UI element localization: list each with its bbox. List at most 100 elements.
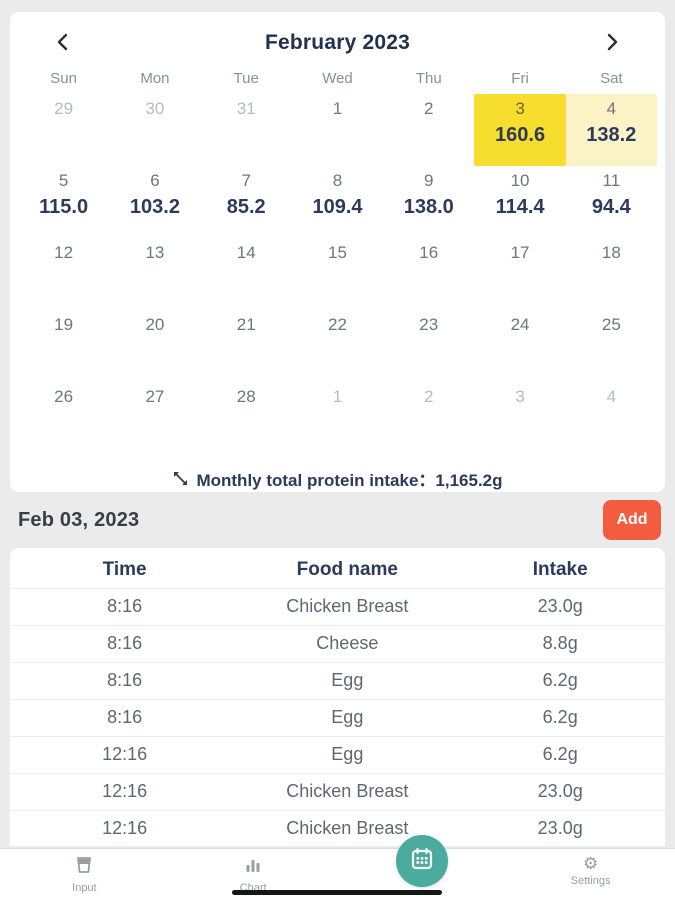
day-number: 20 [145,315,165,334]
day-number: 7 [241,171,251,190]
food-entry-cell: 23.0g [455,772,665,810]
food-entry-cell: 8:16 [10,587,240,625]
calendar-day-cell[interactable]: 15 [292,238,383,310]
day-number: 15 [328,243,347,262]
calendar-day-cell[interactable]: 9 138.0 [383,166,474,238]
food-entry-row[interactable]: 8:16 Egg 6.2g [10,661,665,699]
calendar-day-cell[interactable]: 7 85.2 [201,166,292,238]
calendar-week-row: 26 27 28 1 2 3 4 [18,382,657,454]
food-entry-row[interactable]: 8:16 Cheese 8.8g [10,624,665,662]
calendar-week-row: 19 20 21 22 23 24 25 [18,310,657,382]
calendar-day-cell[interactable]: 14 [201,238,292,310]
food-entry-cell: Chicken Breast [239,587,456,625]
food-entry-row[interactable]: 12:16 Chicken Breast 23.0g [10,772,665,810]
food-entry-row[interactable]: 12:16 Chicken Breast 23.0g [10,809,665,846]
calendar-day-cell[interactable]: 22 [292,310,383,382]
calendar-card: February 2023 Sun Mon Tue Wed Thu Fri Sat 29 30… [10,12,665,492]
calendar-day-cell[interactable]: 23 [383,310,474,382]
gear-icon: ⚙ [583,854,599,873]
calendar-day-cell[interactable]: 30 [109,94,200,166]
selected-date-label: Feb 03, 2023 [18,508,140,531]
day-number: 14 [236,243,256,262]
calendar-month-title: February 2023 [264,31,411,54]
calendar-day-cell[interactable]: 17 [474,238,565,310]
calendar-day-cell[interactable]: 26 [18,382,109,454]
calendar-tab-fab[interactable] [395,835,448,887]
table-column-header: Intake [532,558,588,580]
calendar-day-cell[interactable]: 2 [383,94,474,166]
food-entry-cell: 23.0g [455,587,665,625]
calendar-day-cell[interactable]: 31 [201,94,292,166]
day-number: 28 [236,387,256,406]
calendar-week-row: 29 30 31 1 2 3 160.6 4 138.2 [18,94,657,166]
next-month-button[interactable] [597,28,627,58]
food-entry-cell: 12:16 [10,735,240,773]
calendar-day-cell[interactable]: 19 [18,310,109,382]
food-entry-row[interactable]: 8:16 Egg 6.2g [10,698,665,736]
calendar-day-cell[interactable]: 27 [109,382,200,454]
home-indicator-bar[interactable] [232,890,442,895]
calendar-day-cell[interactable]: 28 [201,382,292,454]
calendar-day-cell[interactable]: 18 [566,238,657,310]
day-number: 29 [54,99,74,118]
bar-chart-icon [243,855,263,880]
day-number: 23 [419,315,439,334]
calendar-day-cell[interactable]: 11 94.4 [566,166,657,238]
calendar-day-cell[interactable]: 25 [566,310,657,382]
day-number: 3 [515,387,525,406]
prev-month-button[interactable] [48,28,78,58]
day-protein-value: 103.2 [129,196,180,218]
food-entry-cell: 8:16 [10,624,240,662]
calendar-day-cell[interactable]: 24 [474,310,565,382]
day-number: 3 [515,99,525,118]
swap-arrows-icon [172,470,189,487]
calendar-day-cell[interactable]: 1 [292,94,383,166]
weekday-label: Thu [415,70,442,87]
day-number: 27 [145,387,165,406]
calendar-day-cell[interactable]: 3 160.6 [474,94,566,166]
calendar-header: February 2023 [18,26,657,60]
day-number: 24 [510,315,530,334]
calendar-day-cell[interactable]: 13 [109,238,200,310]
weekday-label: Sun [50,70,77,87]
calendar-day-cell[interactable]: 16 [383,238,474,310]
add-entry-button[interactable]: Add [603,500,661,540]
day-number: 16 [419,243,439,262]
day-number: 31 [236,99,256,118]
day-protein-value: 94.4 [591,196,631,218]
day-number: 11 [602,171,621,190]
calendar-day-cell[interactable]: 10 114.4 [474,166,565,238]
nav-item-input[interactable]: Input [0,849,169,900]
calendar-day-cell[interactable]: 8 109.4 [292,166,383,238]
nav-label-input: Input [72,882,97,894]
day-number: 17 [510,243,530,262]
calendar-day-cell[interactable]: 4 [566,382,657,454]
food-entry-row[interactable]: 12:16 Egg 6.2g [10,735,665,773]
table-header-row: Time Food name Intake [10,552,665,588]
day-protein-value: 160.6 [495,124,546,146]
calendar-week-row: 12 13 14 15 16 17 18 [18,238,657,310]
weekday-label: Mon [140,70,170,87]
calendar-day-cell[interactable]: 1 [292,382,383,454]
weekday-header-row: Sun Mon Tue Wed Thu Fri Sat [18,70,657,94]
calendar-day-cell[interactable]: 2 [383,382,474,454]
food-entry-cell: Egg [239,661,456,699]
day-number: 1 [332,99,343,118]
calendar-day-cell[interactable]: 21 [201,310,292,382]
day-number: 2 [424,387,434,406]
calendar-day-cell[interactable]: 5 115.0 [18,166,109,238]
day-protein-value: 115.0 [39,196,89,218]
food-entry-row[interactable]: 8:16 Chicken Breast 23.0g [10,587,665,625]
calendar-day-cell[interactable]: 12 [18,238,109,310]
calendar-day-cell[interactable]: 29 [18,94,109,166]
day-number: 1 [332,387,343,406]
day-number: 10 [510,171,530,190]
calendar-day-cell[interactable]: 6 103.2 [109,166,200,238]
food-entry-cell: 12:16 [10,809,240,846]
nav-item-settings[interactable]: ⚙ Settings [506,849,675,900]
calendar-day-cell[interactable]: 3 [474,382,565,454]
food-entry-cell: 6.2g [455,661,665,699]
food-entry-cell: 12:16 [10,772,240,810]
calendar-day-cell[interactable]: 4 138.2 [565,94,657,166]
calendar-day-cell[interactable]: 20 [109,310,200,382]
